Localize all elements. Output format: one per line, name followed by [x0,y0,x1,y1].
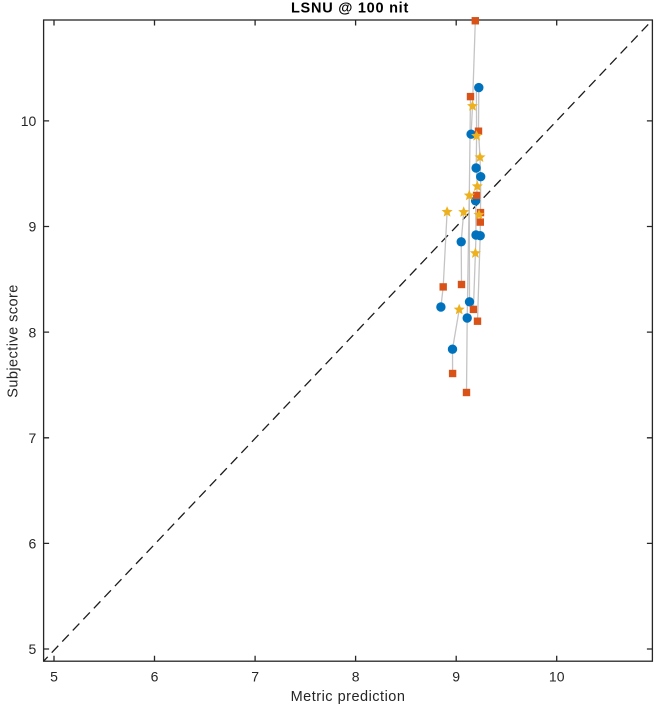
svg-text:9: 9 [29,219,37,235]
svg-text:6: 6 [29,536,37,552]
svg-text:5: 5 [29,641,37,657]
svg-text:Subjective score: Subjective score [6,284,22,398]
svg-text:5: 5 [50,669,58,685]
svg-text:10: 10 [549,669,565,685]
svg-text:9: 9 [452,669,460,685]
svg-text:7: 7 [29,430,37,446]
svg-text:7: 7 [251,669,259,685]
svg-text:LSNU @ 100 nit: LSNU @ 100 nit [291,1,409,17]
svg-text:6: 6 [151,669,159,685]
svg-text:8: 8 [352,669,360,685]
svg-text:10: 10 [21,113,37,129]
svg-text:Metric prediction: Metric prediction [291,689,406,705]
svg-text:8: 8 [29,324,37,340]
